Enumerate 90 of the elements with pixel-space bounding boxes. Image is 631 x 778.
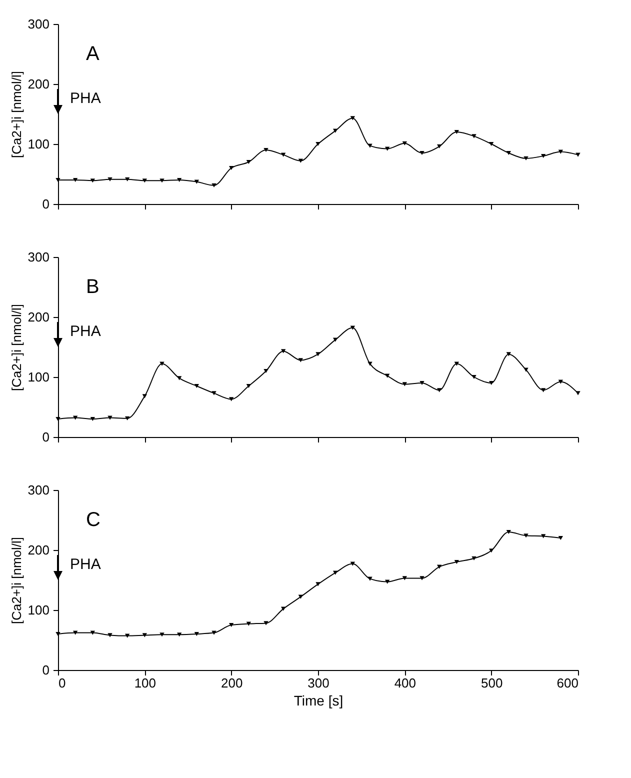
x-tick-label: 400 [394,676,416,690]
point [194,632,200,636]
x-axis-title: Time [s] [294,692,344,708]
y-tick-label: 0 [42,430,50,444]
x-tick-label: 0 [58,676,66,690]
y-axis-title: [Ca2+]i [nmol/l] [8,70,24,158]
point [56,632,60,636]
point [350,116,356,120]
point [488,142,494,146]
x-tick-label: 600 [556,676,578,690]
y-tick-label: 300 [28,250,50,264]
point [316,352,320,356]
point [298,358,304,362]
point [228,622,234,628]
point [142,394,148,398]
annotation: PHA [70,556,101,573]
annotation: A [86,43,100,65]
y-tick-label: 0 [42,662,50,678]
annotation: C [86,509,100,531]
point [212,391,216,396]
y-tick-label: 200 [28,310,50,324]
point [194,384,200,388]
y-tick-label: 100 [28,602,50,618]
point [142,178,148,183]
y-tick-label: 100 [28,136,50,152]
point [420,150,424,156]
annotation: PHA [70,90,101,107]
point [56,416,60,422]
y-tick-label: 100 [28,370,50,384]
point [436,388,442,392]
point [212,183,216,188]
point [488,548,494,553]
point [280,349,286,354]
point [246,384,252,388]
point [56,178,60,182]
point [402,576,408,580]
point [420,380,424,386]
point [524,156,528,160]
point [316,582,320,586]
point [176,632,182,637]
point [540,154,546,158]
point [90,178,96,183]
y-axis-title: [Ca2+]i [nmol/l] [8,304,24,392]
point [454,130,460,134]
point [472,556,476,560]
point [576,391,580,396]
point [264,368,268,374]
point [472,134,476,138]
point [160,178,164,183]
point [264,621,268,626]
point [454,560,460,564]
point [264,148,268,152]
y-tick-label: 300 [28,482,50,498]
point [488,380,494,386]
x-tick-label: 200 [220,676,243,690]
point [108,177,112,182]
annotation: B [86,276,100,298]
point [524,534,528,538]
y-tick-label: 300 [28,16,50,32]
point [124,416,130,420]
point [316,142,320,146]
point [402,382,408,386]
point [506,352,512,356]
point [420,576,424,580]
point [160,632,164,637]
annotation: PHA [70,323,101,340]
point [246,160,252,164]
point [506,150,512,156]
point [142,633,148,638]
point [472,374,476,380]
point [558,536,564,540]
point [90,416,96,422]
x-tick-label: 100 [134,676,156,690]
y-tick-label: 200 [28,76,50,92]
x-tick-label: 300 [308,676,330,690]
point [228,397,234,402]
point [436,144,442,148]
point [402,141,408,146]
point [72,178,78,182]
y-tick-label: 200 [28,542,50,558]
point [506,530,512,534]
point [228,166,234,170]
point [124,177,130,182]
point [176,178,182,182]
point [108,633,112,638]
point [540,388,546,392]
y-tick-label: 0 [42,196,50,212]
point [540,534,546,538]
x-tick-label: 500 [480,676,503,690]
y-axis-title: [Ca2+]i [nmol/l] [8,536,24,624]
